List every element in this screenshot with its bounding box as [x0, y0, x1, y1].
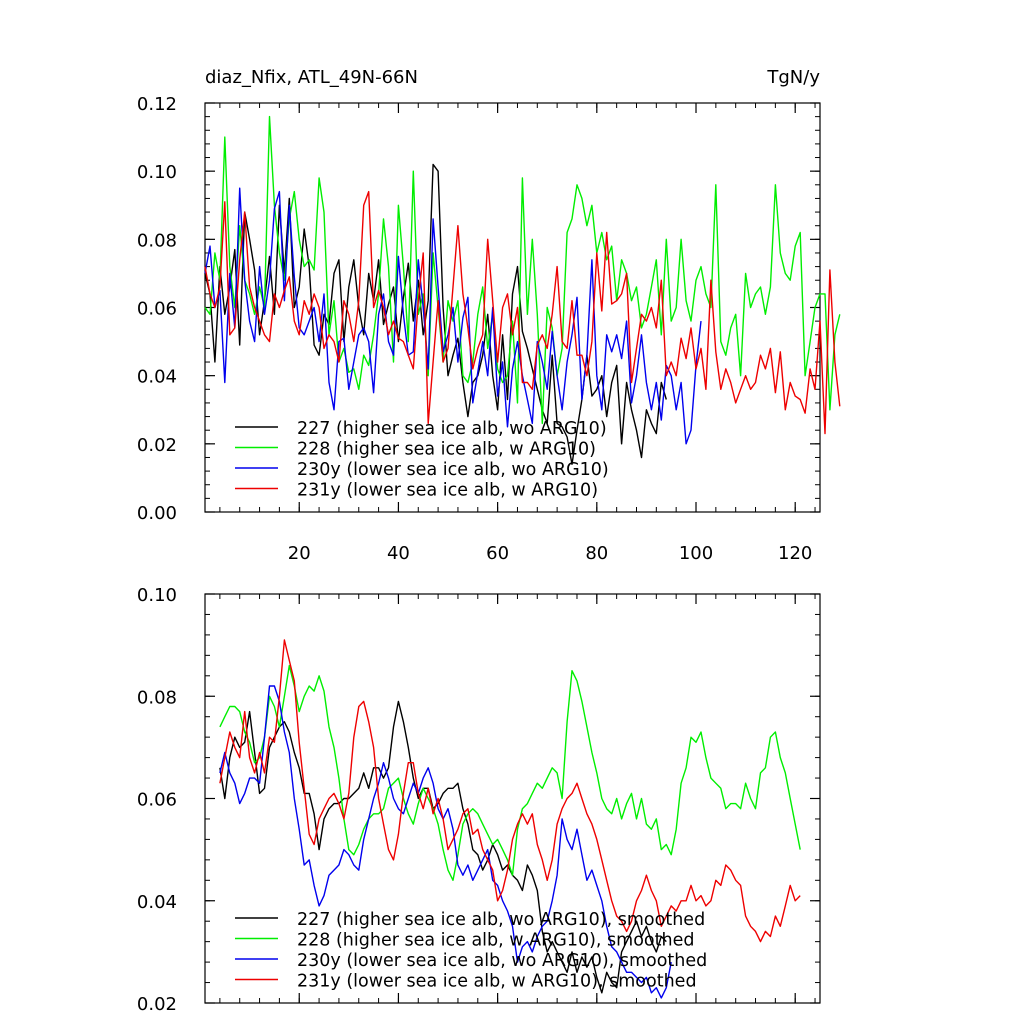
legend-label-228: 228 (higher sea ice alb, w ARG10), smoot… [297, 931, 694, 951]
x-tick-label: 100 [679, 543, 713, 564]
chart-units: TgN/y [766, 67, 820, 88]
x-tick-label: 120 [778, 543, 812, 564]
series-line-230y [219, 685, 672, 999]
y-tick-label: 0.02 [137, 435, 177, 456]
y-tick-label: 0.08 [137, 230, 177, 251]
x-tick-label: 40 [387, 543, 410, 564]
legend-label-231y: 231y (lower sea ice alb, w ARG10), smoot… [297, 972, 697, 992]
legend-label-230y: 230y (lower sea ice alb, wo ARG10), smoo… [297, 951, 707, 971]
y-tick-label: 0.10 [137, 585, 177, 606]
x-tick-label: 60 [486, 543, 509, 564]
legend-label-227: 227 (higher sea ice alb, wo ARG10), smoo… [297, 910, 705, 930]
series-line-228 [204, 115, 841, 425]
y-tick-label: 0.08 [137, 687, 177, 708]
chart-title: diaz_Nfix, ATL_49N-66N [205, 67, 418, 88]
bottom-panel: 0.02 0.04 0.06 0.08 0.10 227 (higher sea ice … [137, 585, 821, 1015]
series-line-227 [219, 700, 667, 994]
x-tick-label: 80 [585, 543, 608, 564]
y-tick-label: 0.10 [137, 162, 177, 183]
y-tick-label: 0.12 [137, 94, 177, 115]
legend-label-228: 228 (higher sea ice alb, w ARG10) [297, 440, 596, 460]
series-line-231y [204, 190, 841, 435]
legend-label-227: 227 (higher sea ice alb, wo ARG10) [297, 419, 607, 439]
series-line-228 [219, 664, 801, 881]
series-line-231y [219, 639, 801, 943]
legend-label-231y: 231y (lower sea ice alb, w ARG10) [297, 481, 598, 501]
y-tick-label: 0.06 [137, 299, 177, 320]
top-panel: 0.00 0.02 0.04 0.06 0.08 0.10 0.12 20 40 60 80 100 1… [137, 94, 841, 564]
y-tick-label: 0.02 [137, 994, 177, 1015]
legend-label-230y: 230y (lower sea ice alb, wo ARG10) [297, 460, 609, 480]
y-tick-label: 0.06 [137, 790, 177, 811]
x-tick-label: 20 [288, 543, 311, 564]
y-tick-label: 0.04 [137, 367, 177, 388]
y-tick-label: 0.04 [137, 892, 177, 913]
series-line-230y [204, 187, 702, 445]
y-tick-label: 0.00 [137, 503, 177, 524]
